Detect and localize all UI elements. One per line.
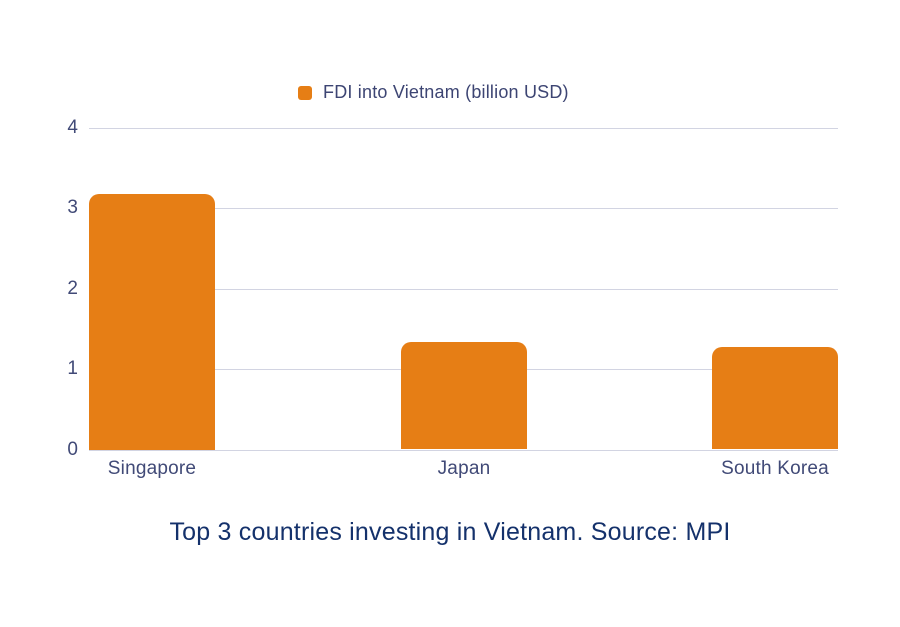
x-axis-label-japan: Japan: [437, 458, 491, 479]
y-axis-tick-label: 2: [67, 278, 78, 299]
y-axis-tick-label: 3: [67, 197, 78, 218]
legend-marker-icon: [298, 85, 312, 100]
bar-south-korea: [712, 347, 838, 449]
gridline-y3: [89, 208, 838, 209]
chart-legend: FDI into Vietnam (billion USD): [298, 82, 569, 103]
y-axis-tick-label: 0: [67, 439, 78, 460]
y-axis-tick-label: 4: [67, 117, 78, 138]
legend-label: FDI into Vietnam (billion USD): [323, 82, 569, 102]
y-axis-tick-label: 1: [67, 358, 78, 379]
gridline-y0: [89, 450, 838, 451]
bar-singapore: [89, 194, 215, 450]
chart-caption: Top 3 countries investing in Vietnam. So…: [169, 518, 731, 546]
gridline-y4: [89, 128, 838, 129]
bar-japan: [401, 342, 527, 449]
gridline-y2: [89, 289, 838, 290]
x-axis-label-south-korea: South Korea: [721, 458, 829, 479]
x-axis-label-singapore: Singapore: [107, 458, 197, 479]
